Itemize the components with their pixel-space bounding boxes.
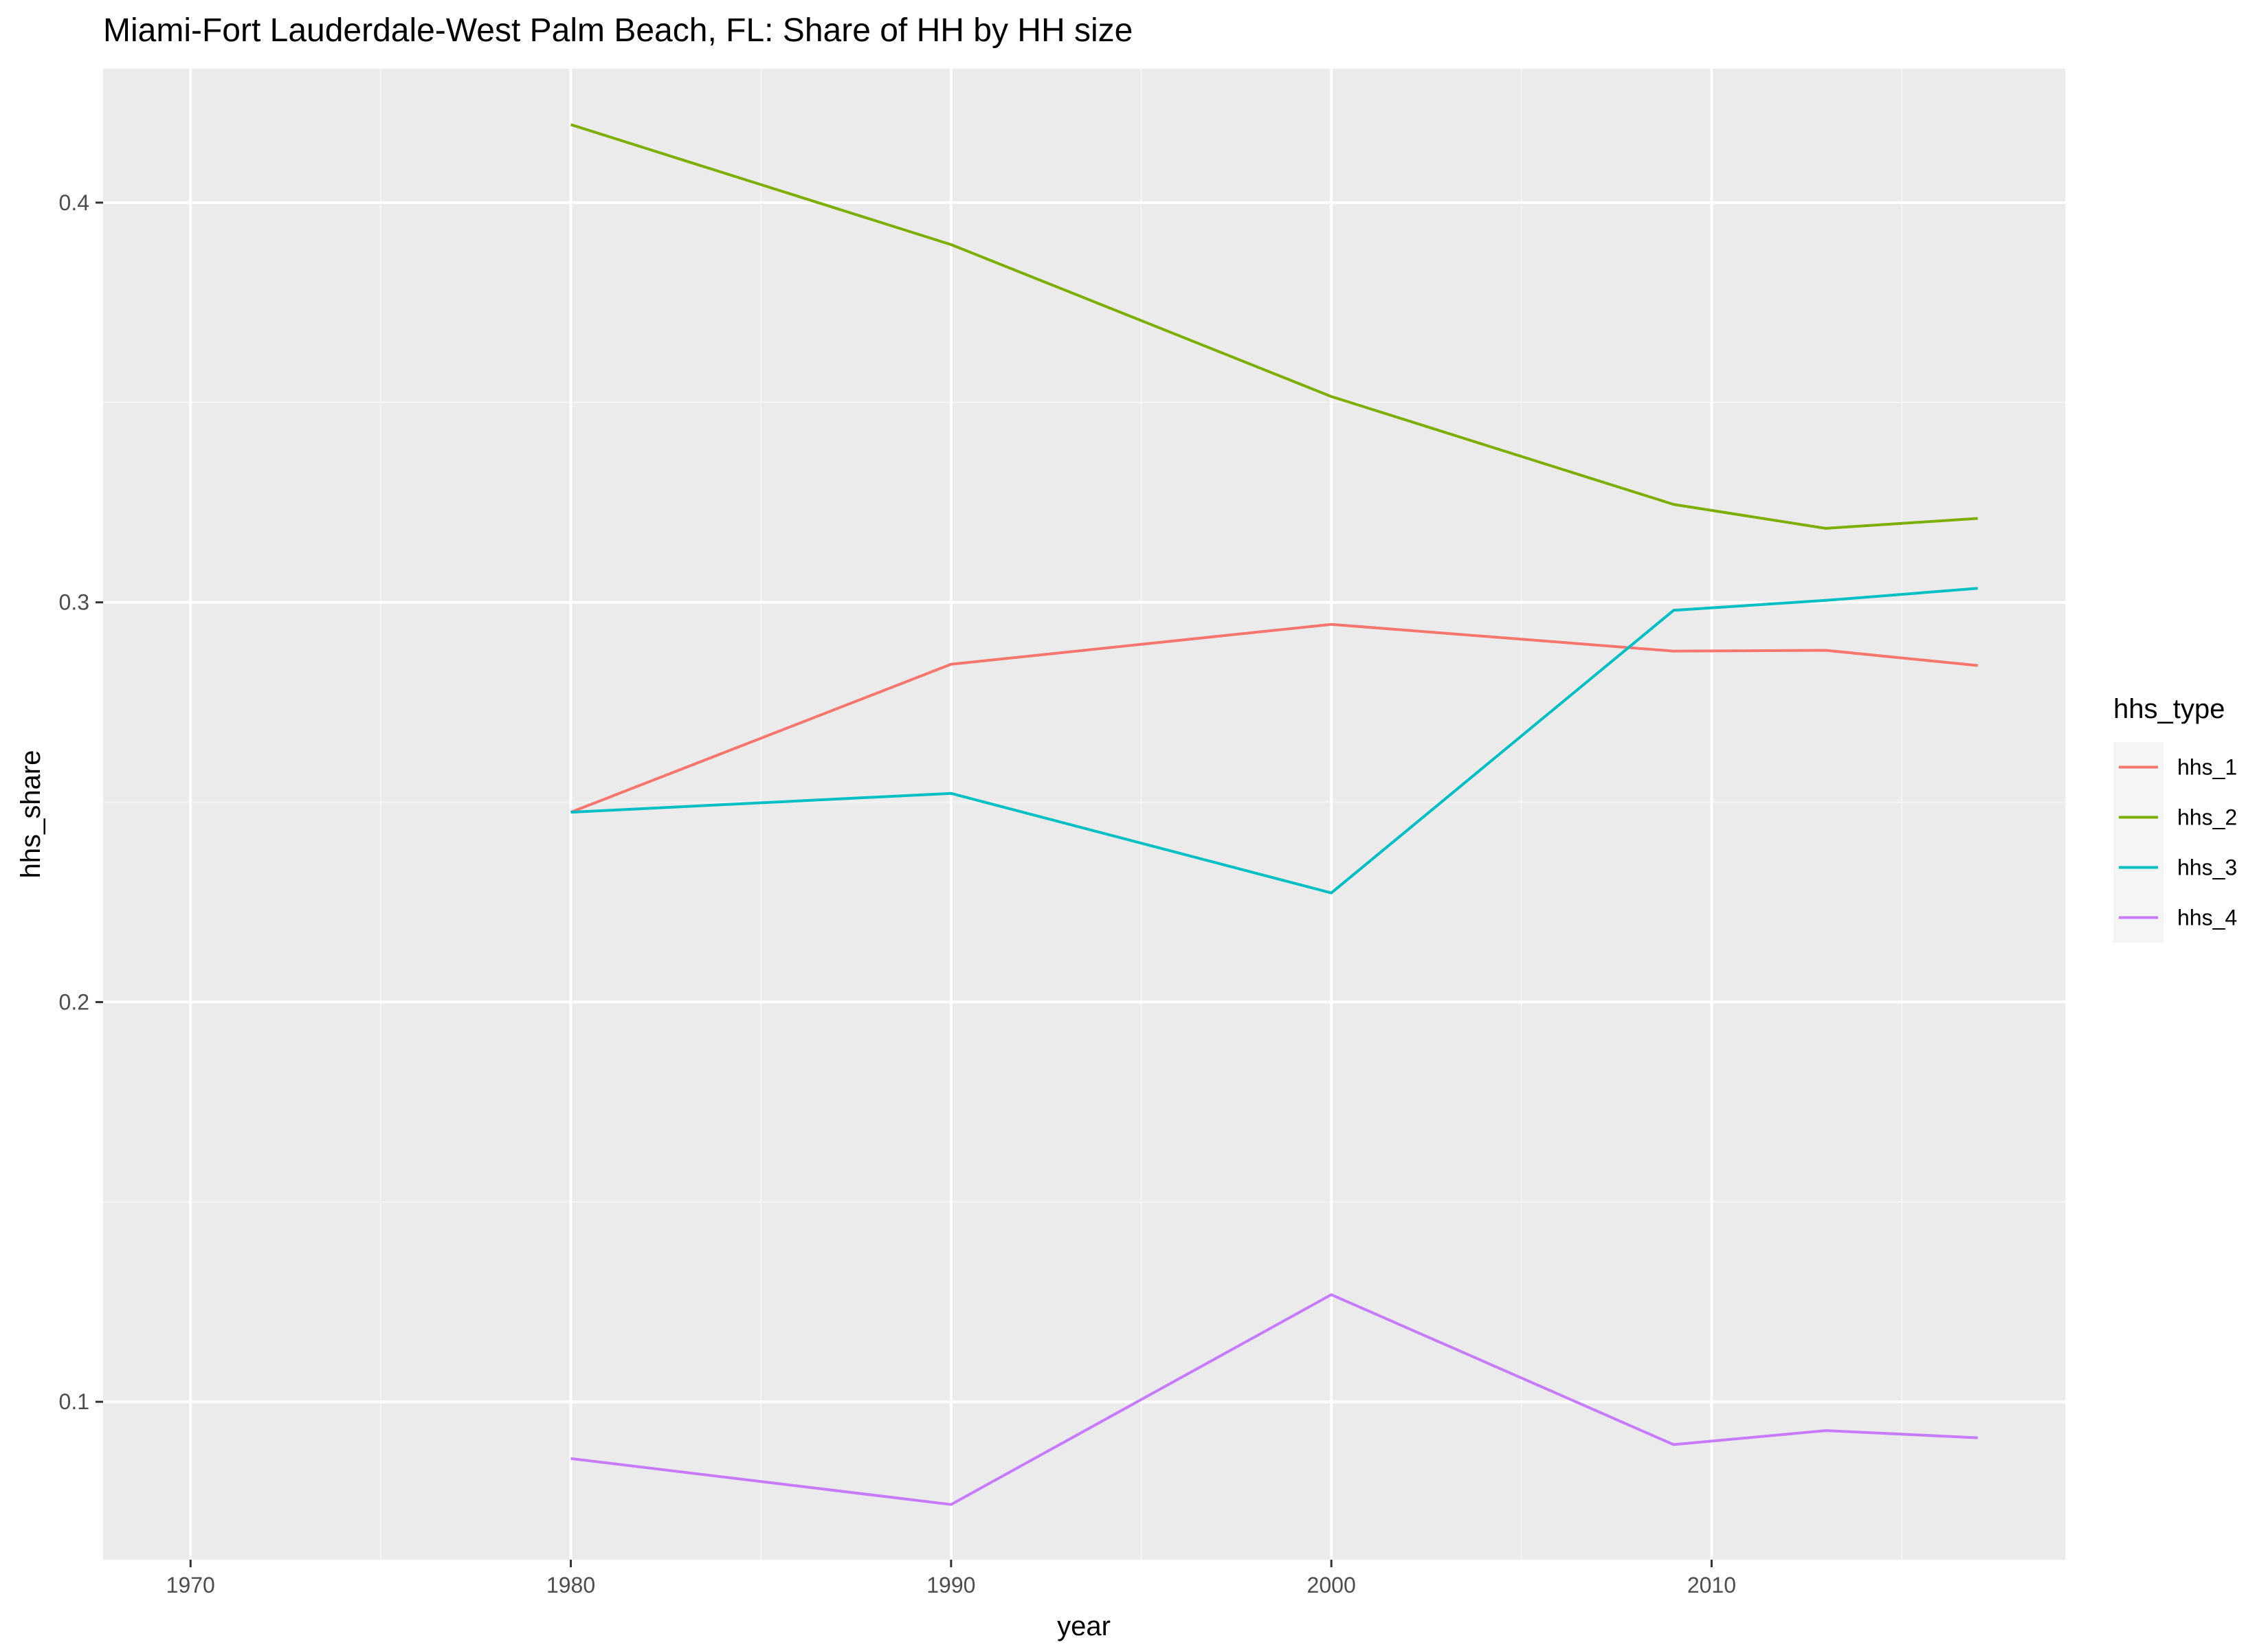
legend-label-hhs_2: hhs_2 — [2177, 805, 2237, 830]
y-tick-label: 0.3 — [59, 590, 89, 615]
x-tick-label: 1970 — [166, 1573, 215, 1597]
x-axis-label: year — [1057, 1611, 1111, 1641]
y-axis: 0.1 0.2 0.3 0.4 — [59, 190, 103, 1414]
y-tick-label: 0.1 — [59, 1389, 89, 1414]
legend-label-hhs_4: hhs_4 — [2177, 906, 2237, 930]
legend-label-hhs_3: hhs_3 — [2177, 855, 2237, 880]
series-line-hhs_1 — [570, 622, 1978, 814]
series-line-hhs_3 — [570, 587, 1978, 895]
legend-items: hhs_1 hhs_2 hhs_3 hhs_4 — [2113, 742, 2237, 943]
legend-title: hhs_type — [2113, 694, 2225, 724]
series-line-hhs_2 — [570, 123, 1978, 530]
x-tick-label: 1980 — [546, 1573, 595, 1597]
x-tick-label: 2010 — [1687, 1573, 1736, 1597]
y-tick-label: 0.4 — [59, 190, 89, 215]
legend: hhs_type hhs_1 hhs_2 hhs_3 hhs_4 — [2113, 694, 2237, 943]
series-lines — [570, 123, 1978, 1506]
x-tick-label: 2000 — [1307, 1573, 1356, 1597]
x-tick-label: 1990 — [926, 1573, 975, 1597]
series-line-hhs_4 — [570, 1293, 1978, 1506]
grid-minor-lines — [103, 69, 2065, 1560]
plot-panel — [103, 69, 2065, 1560]
y-tick-label: 0.2 — [59, 989, 89, 1014]
chart-title: Miami-Fort Lauderdale-West Palm Beach, F… — [103, 12, 1133, 49]
y-axis-label: hhs_share — [16, 750, 46, 879]
x-axis: 1970 1980 1990 2000 2010 — [166, 1560, 1736, 1597]
legend-label-hhs_1: hhs_1 — [2177, 755, 2237, 780]
grid-major-lines — [103, 69, 2065, 1560]
